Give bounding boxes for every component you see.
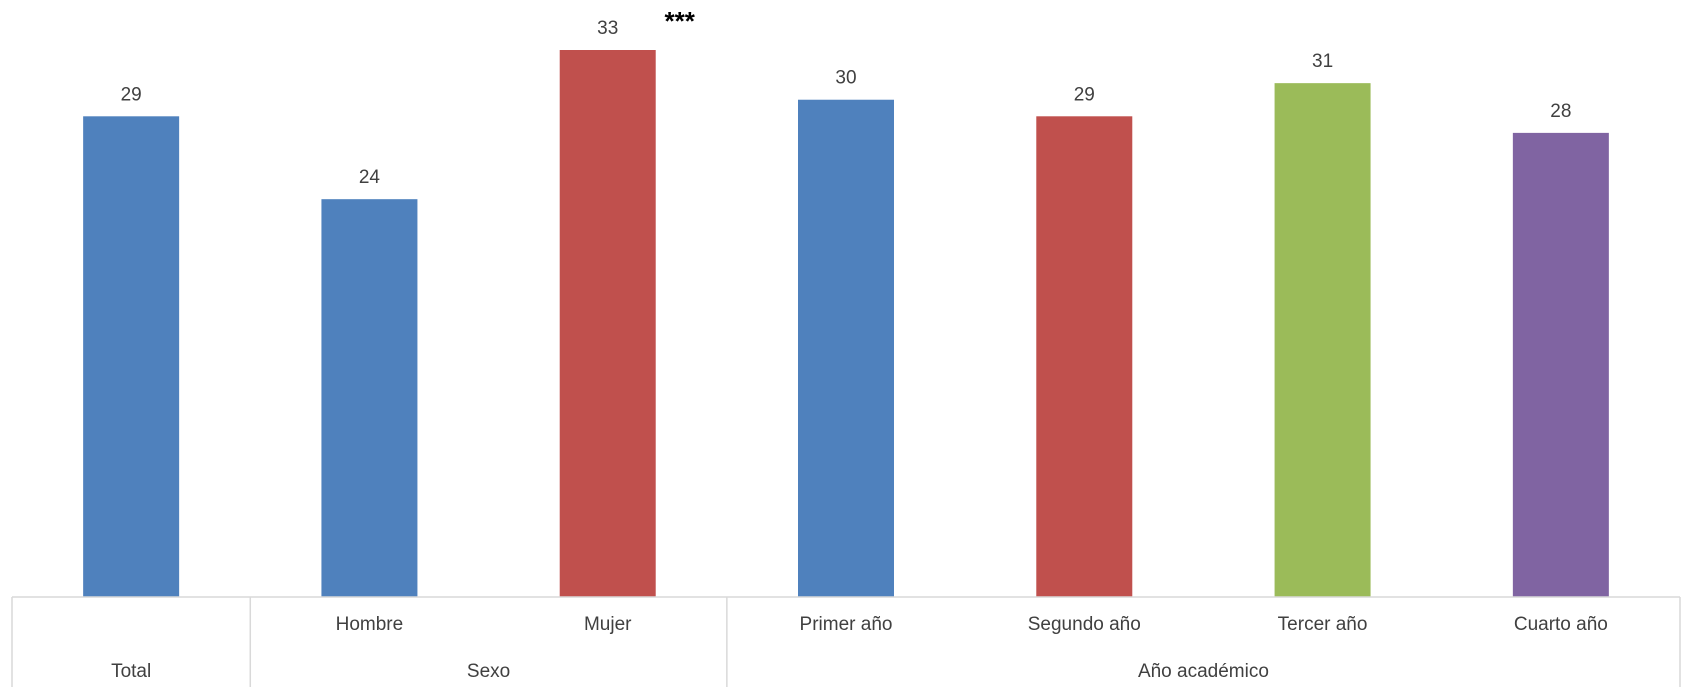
data-label-2: 33 <box>597 18 618 39</box>
bar-2 <box>559 50 656 597</box>
bar-6 <box>1512 132 1609 597</box>
annotations-layer: *** <box>665 6 696 36</box>
significance-annotation-0: *** <box>665 6 696 36</box>
value-labels-layer: 29 24 33 30 29 31 28 <box>121 18 1572 188</box>
group-label-1: Sexo <box>467 661 510 682</box>
group-labels-layer: Total Sexo Año académico <box>111 661 1269 682</box>
data-label-6: 28 <box>1550 101 1571 122</box>
category-label-4: Segundo año <box>1028 614 1141 635</box>
bar-1 <box>321 199 418 597</box>
category-labels-layer: Hombre Mujer Primer año Segundo año Tercer a… <box>336 614 1608 635</box>
group-label-0: Total <box>111 661 151 682</box>
category-label-5: Tercer año <box>1278 614 1368 635</box>
group-label-2: Año académico <box>1138 661 1269 682</box>
bar-0 <box>83 116 180 597</box>
bar-4 <box>1036 116 1133 597</box>
data-label-5: 31 <box>1312 51 1333 72</box>
category-label-2: Mujer <box>584 614 632 635</box>
category-label-1: Hombre <box>336 614 404 635</box>
data-label-4: 29 <box>1074 84 1095 105</box>
category-label-3: Primer año <box>800 614 893 635</box>
bar-3 <box>798 99 894 598</box>
data-label-3: 30 <box>835 68 856 89</box>
bar-5 <box>1274 83 1371 598</box>
data-label-0: 29 <box>121 84 142 105</box>
category-label-6: Cuarto año <box>1514 614 1608 635</box>
category-axis-table <box>11 596 1681 687</box>
data-label-1: 24 <box>359 167 381 188</box>
bars-layer <box>83 50 1609 598</box>
